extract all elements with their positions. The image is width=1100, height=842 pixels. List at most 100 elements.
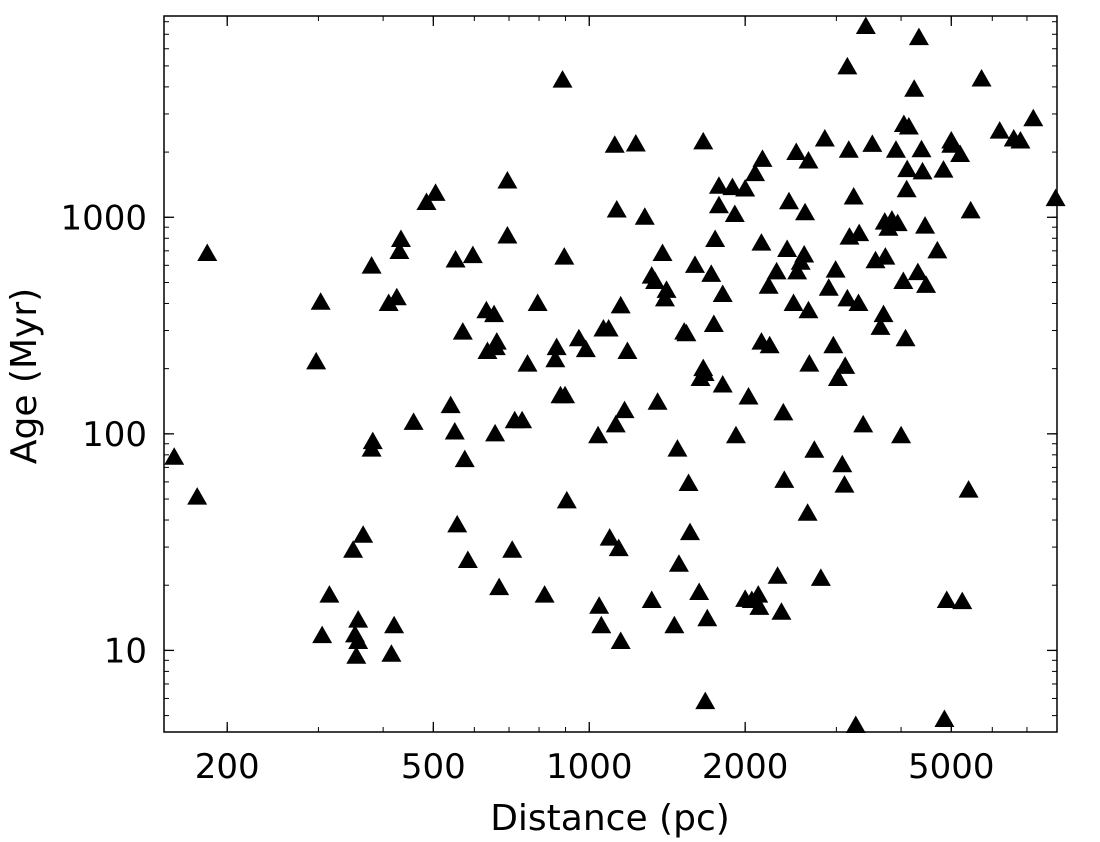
data-point bbox=[873, 304, 894, 323]
data-point bbox=[936, 590, 957, 609]
data-point bbox=[447, 514, 468, 533]
data-point bbox=[310, 292, 331, 310]
data-point bbox=[896, 179, 917, 198]
data-point bbox=[679, 522, 700, 541]
data-point bbox=[834, 475, 855, 493]
data-point bbox=[745, 163, 766, 182]
data-point bbox=[749, 597, 770, 615]
data-point bbox=[798, 300, 819, 319]
data-point bbox=[875, 247, 896, 265]
data-point bbox=[759, 335, 780, 354]
data-point bbox=[786, 142, 807, 161]
data-point bbox=[783, 293, 804, 311]
data-point bbox=[695, 691, 716, 710]
data-point bbox=[348, 610, 369, 628]
data-point bbox=[664, 615, 685, 634]
data-point bbox=[810, 568, 831, 586]
data-point bbox=[634, 207, 655, 225]
plot-area bbox=[163, 15, 1058, 733]
data-point bbox=[390, 229, 411, 247]
data-point bbox=[738, 386, 759, 405]
data-point bbox=[1023, 108, 1044, 127]
y-axis-title: Age (Myr) bbox=[4, 288, 45, 464]
data-point bbox=[605, 414, 626, 433]
y-tick-label: 10 bbox=[104, 631, 147, 671]
data-point bbox=[893, 271, 914, 290]
data-point bbox=[187, 487, 208, 505]
data-point bbox=[891, 425, 912, 444]
data-point bbox=[941, 135, 962, 153]
data-point bbox=[804, 440, 825, 458]
data-point bbox=[599, 528, 620, 546]
data-point bbox=[614, 400, 635, 419]
data-point bbox=[444, 421, 465, 440]
data-point bbox=[684, 255, 705, 273]
data-point bbox=[676, 323, 697, 342]
data-point bbox=[838, 140, 859, 158]
data-point bbox=[832, 454, 853, 473]
data-point bbox=[362, 431, 383, 450]
data-point bbox=[693, 131, 714, 150]
data-point bbox=[462, 245, 483, 264]
data-point bbox=[934, 709, 955, 727]
data-point bbox=[766, 261, 787, 280]
data-point bbox=[591, 615, 612, 634]
data-point bbox=[758, 276, 779, 294]
data-points bbox=[164, 16, 1066, 734]
data-point bbox=[598, 318, 619, 337]
data-point bbox=[887, 213, 908, 232]
data-point bbox=[546, 337, 567, 356]
x-tick-label: 200 bbox=[195, 747, 260, 787]
data-point bbox=[777, 239, 798, 257]
data-point bbox=[971, 69, 992, 87]
data-point bbox=[799, 354, 820, 372]
data-point bbox=[381, 644, 402, 662]
data-point bbox=[512, 410, 533, 429]
data-point bbox=[794, 244, 815, 263]
data-point bbox=[678, 473, 699, 491]
x-tick-label: 5000 bbox=[908, 747, 995, 787]
data-point bbox=[849, 223, 870, 242]
data-point bbox=[1045, 188, 1066, 207]
data-point bbox=[386, 287, 407, 306]
data-point bbox=[425, 183, 446, 201]
data-point bbox=[912, 161, 933, 180]
data-point bbox=[454, 449, 475, 468]
data-point bbox=[667, 439, 688, 457]
data-point bbox=[384, 615, 405, 634]
data-point bbox=[724, 204, 745, 222]
data-point bbox=[837, 56, 858, 75]
data-point bbox=[735, 179, 756, 197]
data-point bbox=[346, 646, 367, 664]
data-point bbox=[568, 328, 589, 347]
data-point bbox=[164, 447, 185, 465]
data-point bbox=[527, 293, 548, 311]
data-point bbox=[554, 247, 575, 265]
x-axis-title: Distance (pc) bbox=[490, 798, 730, 839]
data-point bbox=[952, 591, 973, 610]
data-point bbox=[485, 337, 506, 356]
data-point bbox=[778, 191, 799, 210]
data-point bbox=[818, 278, 839, 296]
data-point bbox=[708, 176, 729, 194]
data-point bbox=[835, 356, 856, 374]
data-point bbox=[440, 395, 461, 414]
y-tick-label: 1000 bbox=[60, 198, 147, 238]
data-point bbox=[517, 354, 538, 372]
data-point bbox=[848, 293, 869, 311]
data-point bbox=[697, 608, 718, 627]
data-point bbox=[907, 262, 928, 281]
data-point bbox=[556, 490, 577, 509]
data-point bbox=[610, 631, 631, 649]
data-point bbox=[606, 200, 627, 218]
data-point bbox=[898, 117, 919, 135]
data-point bbox=[484, 304, 505, 323]
data-point bbox=[797, 503, 818, 521]
data-point bbox=[641, 590, 662, 609]
data-point bbox=[652, 243, 673, 262]
data-point bbox=[701, 264, 722, 282]
data-point bbox=[862, 134, 883, 152]
data-point bbox=[771, 602, 792, 620]
data-point bbox=[534, 585, 555, 603]
data-point bbox=[668, 554, 689, 572]
